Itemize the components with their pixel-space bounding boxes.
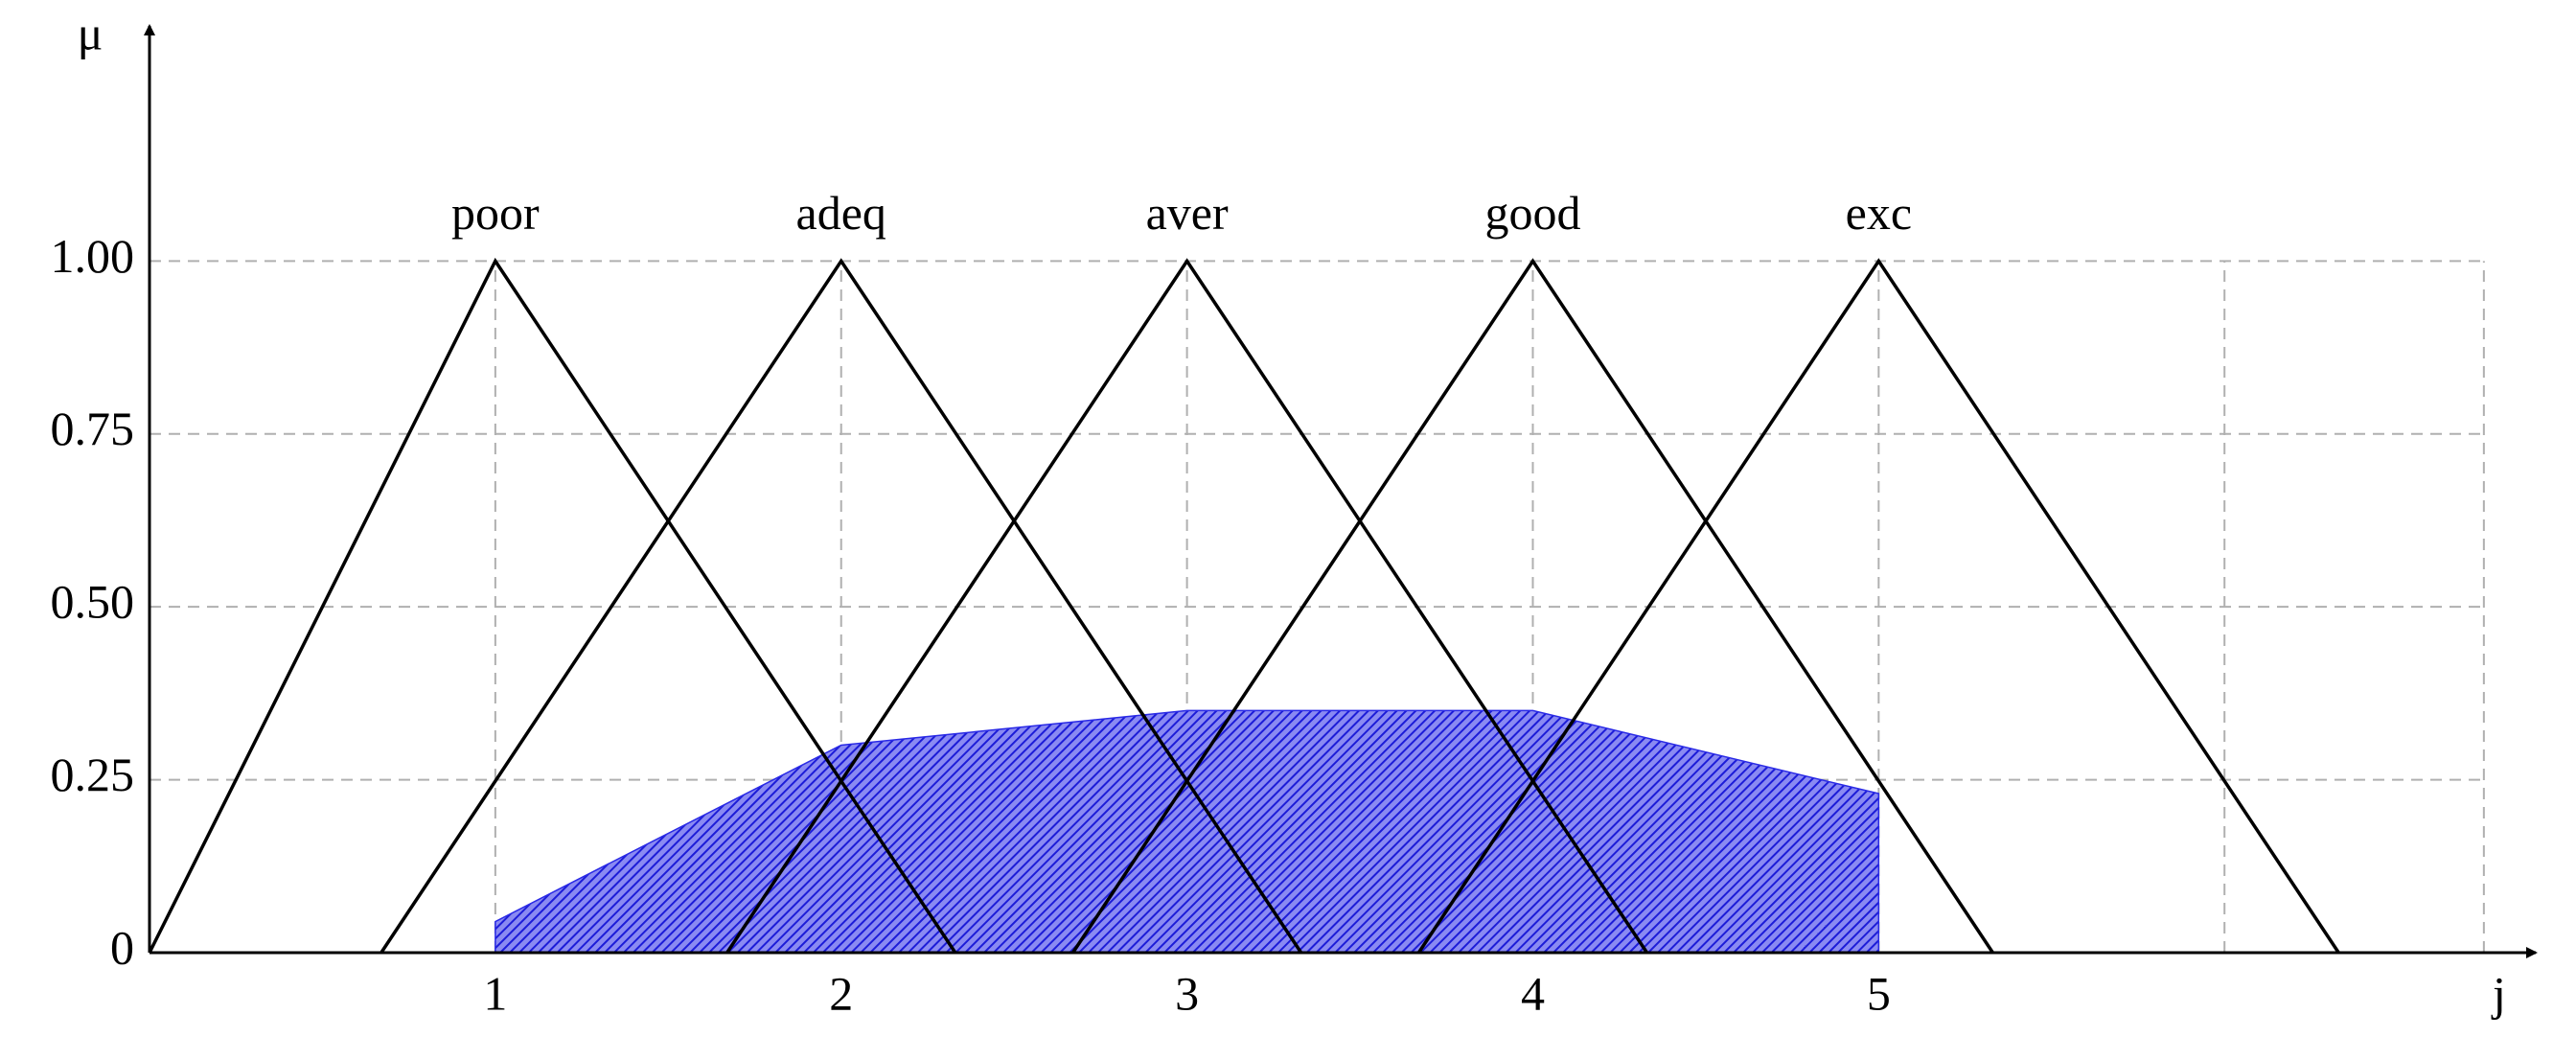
term-label: aver (1146, 186, 1229, 240)
membership-line (725, 258, 1649, 954)
x-tick-label: 1 (483, 966, 507, 1020)
x-tick-label: 5 (1867, 966, 1891, 1020)
term-label: good (1484, 186, 1580, 240)
membership-line (1071, 258, 1994, 954)
term-label: exc (1846, 186, 1912, 240)
term-label: adeq (796, 186, 886, 240)
aggregate-area (494, 709, 1880, 954)
y-tick-label: 0.25 (51, 748, 135, 801)
y-tick-label: 0.75 (51, 402, 135, 455)
x-tick-label: 3 (1175, 966, 1199, 1020)
x-tick-label: 2 (829, 966, 853, 1020)
membership-line (380, 258, 1303, 954)
y-tick-label: 0 (110, 920, 134, 974)
membership-line (148, 257, 957, 954)
term-label: poor (451, 186, 540, 240)
x-axis-label: j (2491, 966, 2506, 1020)
x-tick-label: 4 (1521, 966, 1545, 1020)
y-axis-label: μ (78, 6, 104, 59)
membership-line (1416, 258, 2340, 954)
y-tick-label: 1.00 (51, 229, 135, 283)
y-tick-label: 0.50 (51, 575, 135, 629)
